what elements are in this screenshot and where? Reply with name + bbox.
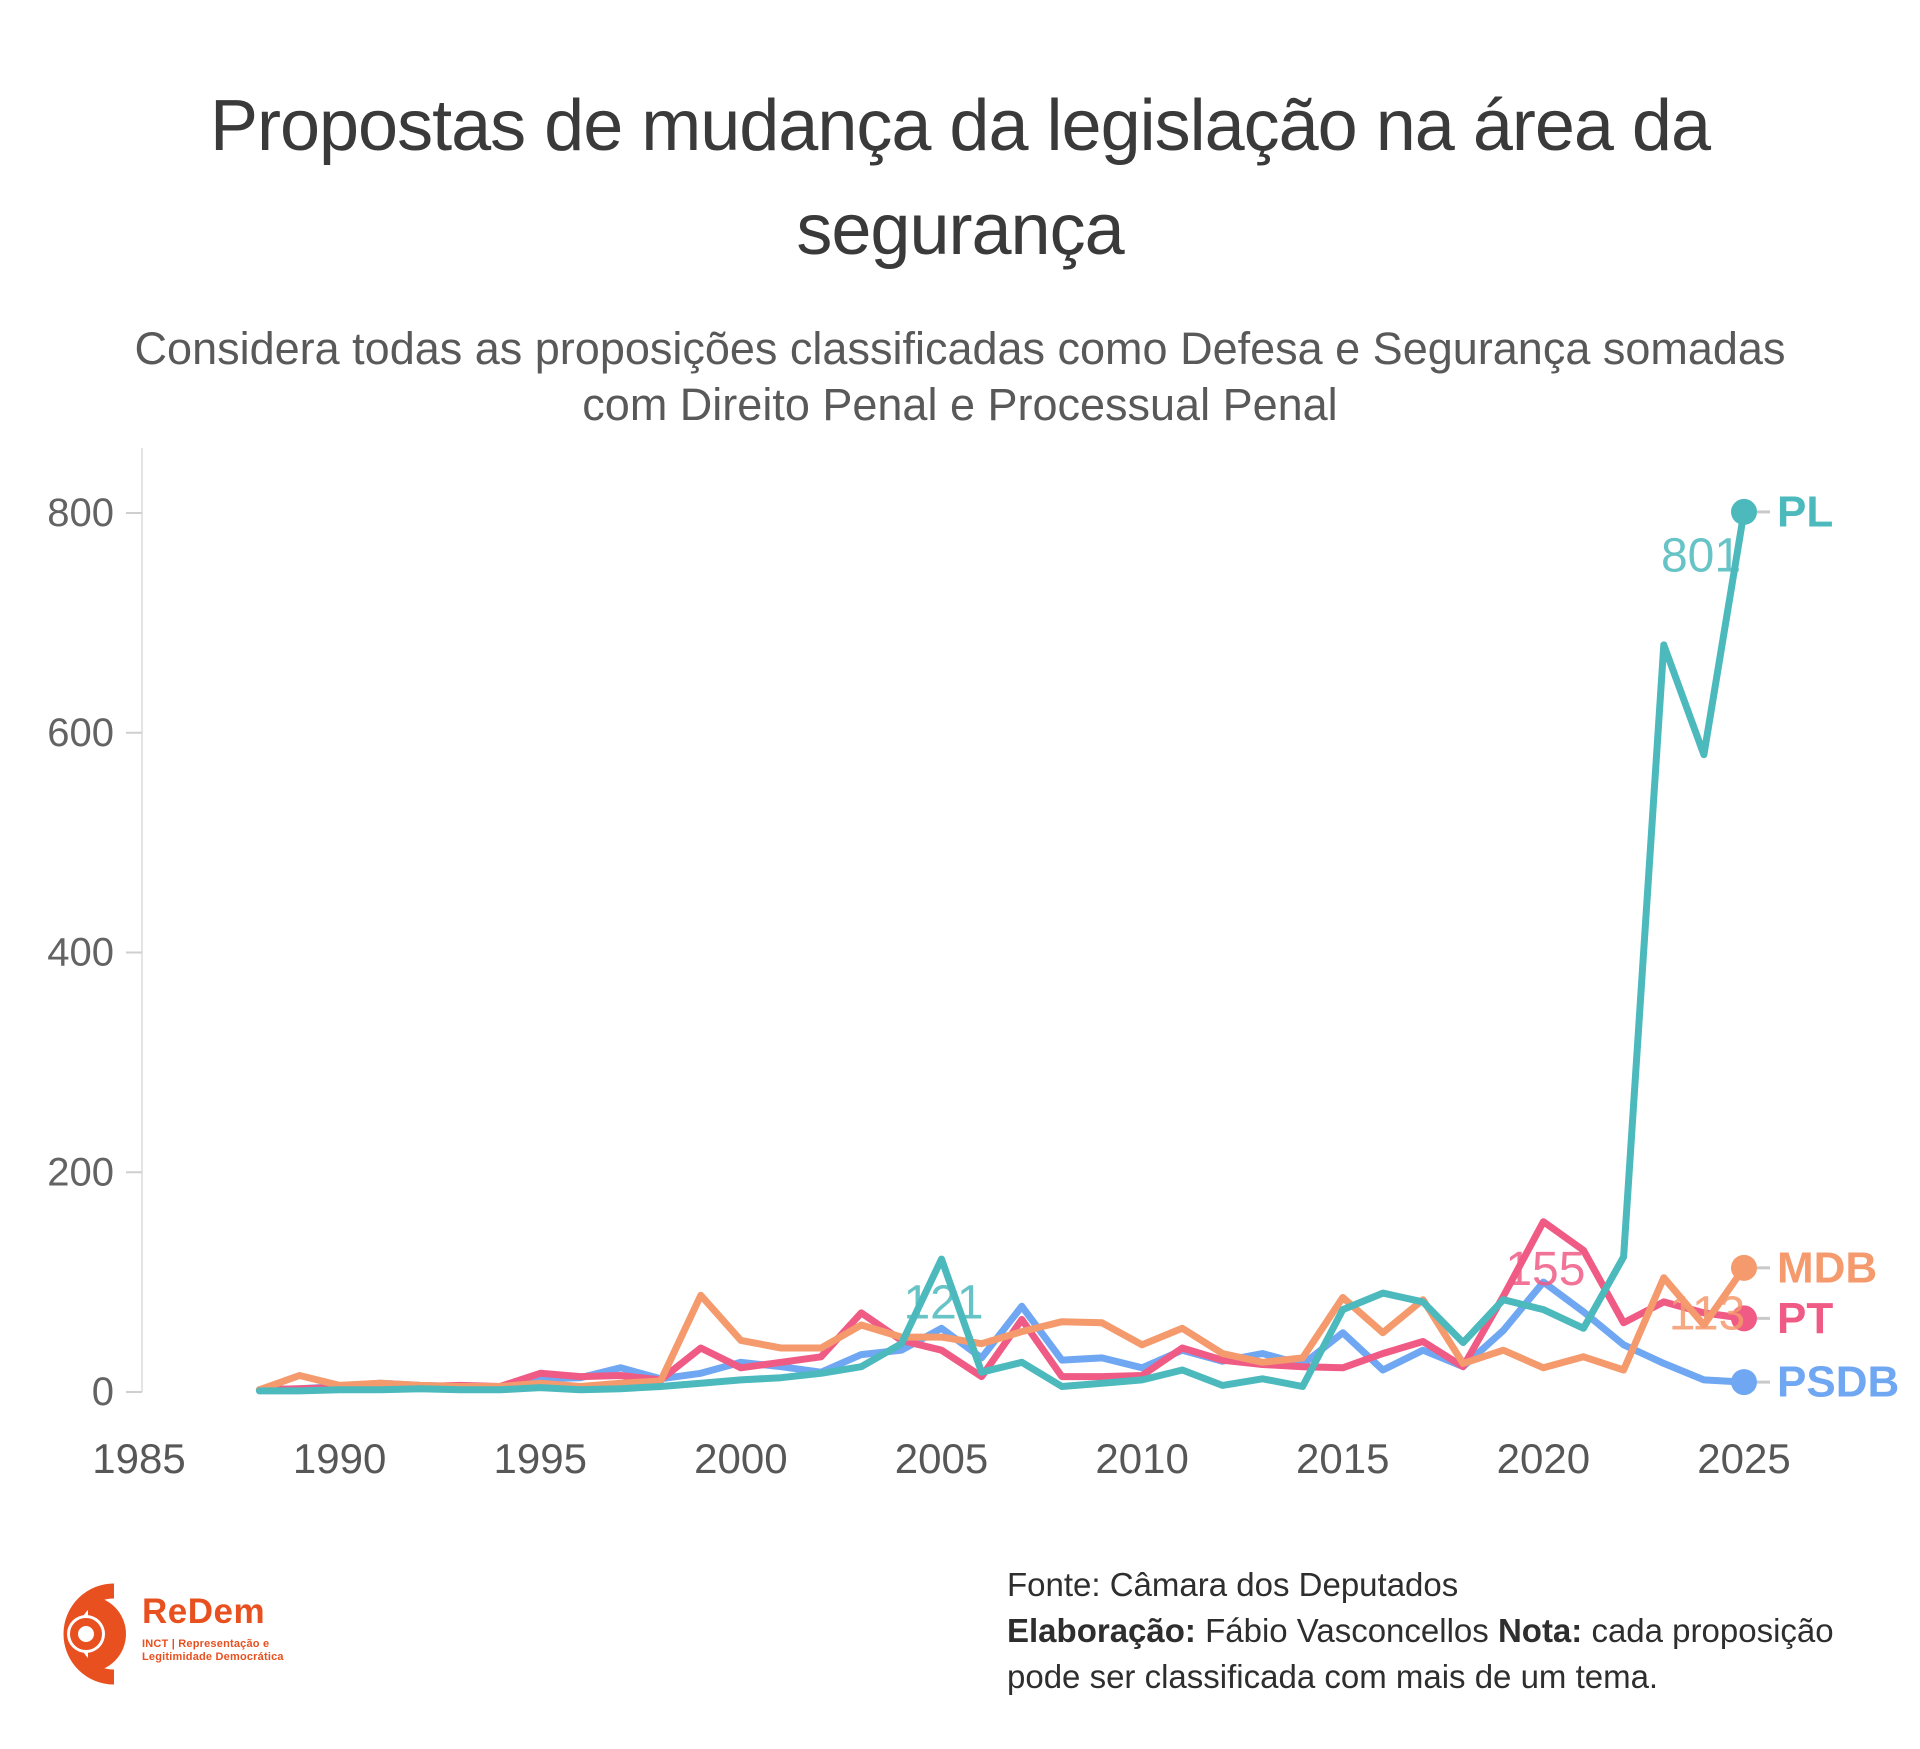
x-tick-label-1990: 1990 [293, 1435, 386, 1482]
elaboration-label: Elaboração: [1007, 1612, 1196, 1649]
page-subtitle-line1: Considera todas as proposições classific… [134, 323, 1786, 374]
page-subtitle: Considera todas as proposições classific… [0, 321, 1920, 433]
elaboration-line: Elaboração: Fábio Vasconcellos Nota: cad… [1007, 1612, 1834, 1649]
note-label: Nota: [1497, 1612, 1583, 1649]
redem-logo: ReDem INCT | Representação e Legitimidade… [36, 1560, 366, 1710]
y-tick-label-800: 800 [47, 491, 114, 535]
y-tick-label-0: 0 [92, 1370, 114, 1414]
series-label-PT: PT [1777, 1294, 1833, 1343]
x-tick-label-2010: 2010 [1095, 1435, 1188, 1482]
series-label-PL: PL [1777, 487, 1833, 536]
x-tick-label-2015: 2015 [1296, 1435, 1389, 1482]
logo-half-disc [88, 1596, 126, 1672]
x-tick-label-1985: 1985 [92, 1435, 185, 1482]
series-line-PL [255, 508, 1748, 1395]
logo-inner-ring [70, 1618, 102, 1650]
series-dot-PSDB [1731, 1369, 1757, 1396]
annotation-113: 113 [1669, 1287, 1746, 1340]
redem-tagline: INCT | Representação e Legitimidade Democ… [142, 1638, 284, 1663]
series-dot-MDB [1731, 1254, 1757, 1281]
page-title: Propostas de mudança da legislação na ár… [0, 74, 1920, 282]
y-tick-label-400: 400 [47, 931, 114, 975]
x-tick-label-1995: 1995 [494, 1435, 587, 1482]
series-dot-PL [1731, 498, 1757, 525]
redem-brand: ReDem [142, 1592, 266, 1631]
note-line2: pode ser classificada com mais de um tem… [1007, 1658, 1659, 1695]
page-subtitle-line2: com Direito Penal e Processual Penal [582, 379, 1338, 430]
series-label-MDB: MDB [1777, 1243, 1877, 1292]
x-tick-label-2020: 2020 [1497, 1435, 1590, 1482]
y-tick-label-200: 200 [47, 1150, 114, 1194]
annotation-155: 155 [1505, 1243, 1585, 1296]
annotation-121: 121 [903, 1277, 983, 1330]
series-dot-PT [1731, 1305, 1757, 1332]
page-title-line1: Propostas de mudança da legislação na ár… [209, 86, 1711, 167]
chart-footnote: Fonte: Câmara dos Deputados Elaboração: … [1007, 1562, 1907, 1700]
series-label-PSDB: PSDB [1777, 1358, 1899, 1407]
page-title-line2: segurança [796, 190, 1124, 271]
x-tick-label-2000: 2000 [694, 1435, 787, 1482]
redem-logo-icon [63, 1583, 126, 1685]
x-tick-label-2025: 2025 [1697, 1435, 1790, 1482]
y-tick-label-600: 600 [47, 711, 114, 755]
source-line: Fonte: Câmara dos Deputados [1007, 1566, 1459, 1603]
annotation-801: 801 [1661, 529, 1741, 582]
x-tick-label-2005: 2005 [895, 1435, 988, 1482]
